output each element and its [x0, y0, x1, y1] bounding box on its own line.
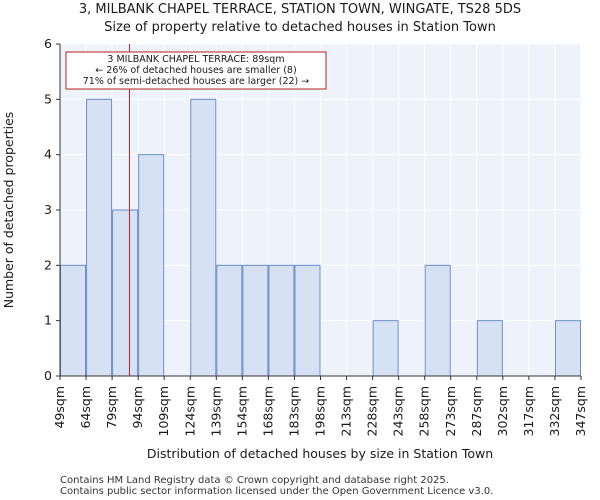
y-tick-label-6: 6	[44, 36, 52, 51]
x-tick-label-10: 198sqm	[313, 386, 328, 436]
x-axis-label: Distribution of detached houses by size …	[147, 446, 493, 461]
x-tick-label-16: 287sqm	[469, 386, 484, 436]
x-tick-label-7: 154sqm	[234, 386, 249, 436]
y-axis-label: Number of detached properties	[1, 112, 16, 309]
x-tick-label-12: 228sqm	[365, 386, 380, 436]
x-tick-label-11: 213sqm	[339, 386, 354, 436]
y-tick-label-5: 5	[44, 91, 52, 106]
y-tick-label-2: 2	[44, 257, 52, 272]
x-tick-label-0: 49sqm	[52, 386, 67, 429]
chart-title: 3, MILBANK CHAPEL TERRACE, STATION TOWN,…	[79, 2, 521, 17]
annotation-line-2: 71% of semi-detached houses are larger (…	[83, 76, 310, 87]
bar-5	[190, 98, 217, 377]
bar-1	[86, 98, 113, 377]
plot-area: 0 1 2 3 4 5 6 49sqm 64sqm 79sqm 94sqm 109sqm 124sqm 1…	[44, 36, 588, 436]
y-tick-label-1: 1	[44, 313, 52, 328]
x-tick-label-20: 347sqm	[573, 386, 588, 436]
y-tick-label-3: 3	[44, 202, 52, 217]
x-tick-label-4: 109sqm	[156, 386, 171, 436]
x-tick-label-13: 243sqm	[391, 386, 406, 436]
x-tick-label-19: 332sqm	[547, 386, 562, 436]
x-tick-label-6: 139sqm	[208, 386, 223, 436]
annotation-box	[65, 51, 327, 90]
x-tick-label-14: 258sqm	[417, 386, 432, 436]
x-tick-label-17: 302sqm	[495, 386, 510, 436]
annotation-line-1: ← 26% of detached houses are smaller (8)	[95, 65, 296, 76]
bar-12	[372, 320, 399, 377]
bar-9	[294, 264, 321, 377]
footer-line-2: Contains public sector information licen…	[60, 486, 493, 497]
bar-14	[424, 264, 451, 377]
x-tick-label-2: 79sqm	[104, 386, 119, 429]
x-tick-label-18: 317sqm	[521, 386, 536, 436]
y-tick-label-0: 0	[44, 368, 52, 383]
x-tick-label-15: 273sqm	[443, 386, 458, 436]
bar-3	[138, 154, 165, 377]
annotation-line-0: 3 MILBANK CHAPEL TERRACE: 89sqm	[107, 54, 284, 65]
x-tick-label-1: 64sqm	[78, 386, 93, 429]
bar-2	[112, 209, 139, 377]
chart-subtitle: Size of property relative to detached ho…	[104, 20, 496, 35]
x-tick-label-8: 168sqm	[260, 386, 275, 436]
bar-16	[476, 320, 503, 377]
footer-line-1: Contains HM Land Registry data © Crown c…	[60, 475, 449, 486]
x-tick-label-5: 124sqm	[182, 386, 197, 436]
bar-6	[216, 264, 243, 377]
bar-7	[242, 264, 269, 377]
y-tick-label-4: 4	[44, 147, 52, 162]
bar-8	[268, 264, 295, 377]
bar-0	[60, 264, 87, 377]
x-tick-label-3: 94sqm	[130, 386, 145, 429]
x-tick-label-9: 183sqm	[286, 386, 301, 436]
bar-19	[554, 320, 582, 377]
